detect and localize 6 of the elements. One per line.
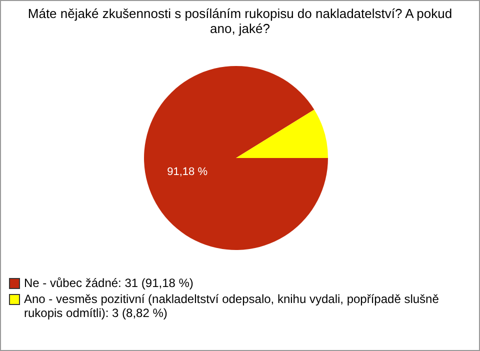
pie-slice [144,66,328,250]
legend-label: Ne - vůbec žádné: 31 (91,18 %) [24,276,194,290]
data-label: 91,18 % [167,166,208,178]
pie-slice [236,110,328,158]
legend-label: Ano - vesměs pozitivní (nakladeltství odepsalo, knihu vydali, popřípadě slušně rukopis odmítli): 3 (8,82 %) [24,292,440,320]
chart-title: Máte nějaké zkušennosti s posíláním rukopisu do nakladatelství? A pokud ano, jaké? [26,5,454,36]
